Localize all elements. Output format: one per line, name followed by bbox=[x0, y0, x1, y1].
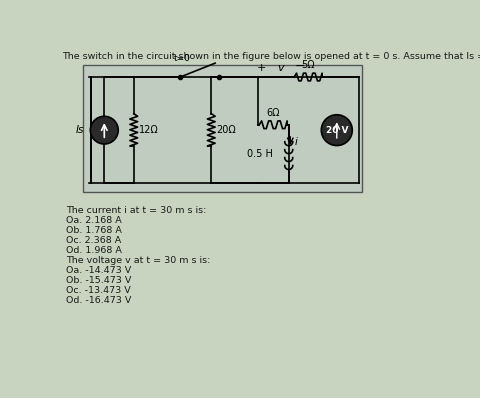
Text: v: v bbox=[277, 63, 284, 73]
Text: The switch in the circuit shown in the figure below is opened at t = 0 s. Assume: The switch in the circuit shown in the f… bbox=[62, 52, 480, 60]
Text: The voltage v at t = 30 m s is:: The voltage v at t = 30 m s is: bbox=[66, 256, 210, 265]
FancyBboxPatch shape bbox=[83, 65, 361, 192]
Text: 20Ω: 20Ω bbox=[216, 125, 236, 135]
Text: i: i bbox=[294, 137, 297, 147]
Text: +: + bbox=[256, 63, 266, 73]
Text: Ob. 1.768 A: Ob. 1.768 A bbox=[66, 226, 122, 235]
Text: 0.5 H: 0.5 H bbox=[247, 148, 273, 159]
Text: Oa. 2.168 A: Oa. 2.168 A bbox=[66, 217, 122, 225]
Text: The current i at t = 30 m s is:: The current i at t = 30 m s is: bbox=[66, 206, 206, 215]
Text: Ob. -15.473 V: Ob. -15.473 V bbox=[66, 277, 132, 285]
Circle shape bbox=[90, 116, 118, 144]
Text: Oc. 2.368 A: Oc. 2.368 A bbox=[66, 236, 121, 246]
Text: −: − bbox=[295, 60, 305, 73]
Text: 6Ω: 6Ω bbox=[266, 108, 279, 118]
Text: Oc. -13.473 V: Oc. -13.473 V bbox=[66, 287, 131, 295]
Text: 20 V: 20 V bbox=[325, 126, 348, 135]
Text: t=0: t=0 bbox=[174, 54, 191, 63]
Text: Is: Is bbox=[76, 125, 84, 135]
Text: Oa. -14.473 V: Oa. -14.473 V bbox=[66, 266, 132, 275]
Text: Od. -16.473 V: Od. -16.473 V bbox=[66, 297, 132, 306]
Circle shape bbox=[321, 115, 351, 146]
Text: Od. 1.968 A: Od. 1.968 A bbox=[66, 246, 122, 256]
Text: 5Ω: 5Ω bbox=[300, 60, 314, 70]
Text: 12Ω: 12Ω bbox=[139, 125, 158, 135]
